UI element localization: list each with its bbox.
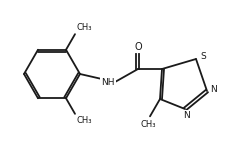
Text: NH: NH	[101, 77, 115, 87]
Text: CH₃: CH₃	[76, 116, 91, 125]
Text: N: N	[184, 111, 190, 120]
Text: O: O	[134, 42, 142, 52]
Text: CH₃: CH₃	[76, 23, 91, 32]
Text: S: S	[200, 51, 206, 61]
Text: CH₃: CH₃	[140, 120, 156, 129]
Text: N: N	[211, 85, 217, 95]
